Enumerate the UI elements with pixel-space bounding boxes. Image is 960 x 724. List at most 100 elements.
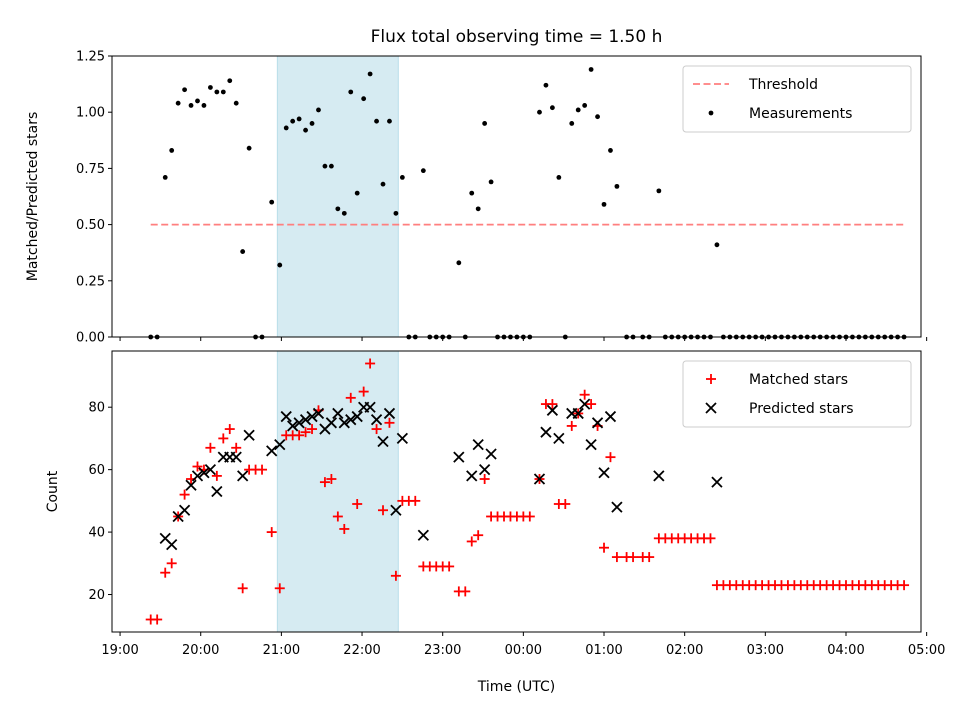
top-axes-frame — [111, 55, 922, 338]
matched-star-marker — [352, 498, 363, 509]
matched-star-marker — [152, 614, 163, 625]
top-legend: Threshold Measurements — [682, 65, 912, 133]
x-tick-label: 19:00 — [101, 643, 138, 658]
x-tick-label: 00:00 — [505, 643, 542, 658]
matched-star-marker — [237, 583, 248, 594]
measurement-point — [175, 100, 181, 106]
y-tick-label: 0.00 — [76, 331, 105, 346]
matched-star-marker — [166, 558, 177, 569]
measurement-point — [233, 100, 239, 106]
matched-star-marker — [307, 424, 318, 435]
predicted-star-marker — [185, 479, 197, 491]
measurement-point — [420, 168, 426, 174]
predicted-star-marker — [312, 407, 325, 420]
predicted-star-marker — [572, 407, 584, 420]
matched-star-marker — [274, 583, 285, 594]
measurement-point — [269, 199, 275, 205]
measurement-point — [614, 183, 620, 189]
matched-star-marker — [547, 399, 558, 410]
bottom-series-layer — [145, 358, 910, 625]
matched-star-marker — [371, 424, 382, 435]
y-tick-label: 0.75 — [76, 162, 105, 177]
matched-star-marker — [611, 552, 622, 563]
legend-label: Measurements — [749, 106, 852, 122]
x-tick-label: 03:00 — [747, 643, 784, 658]
measurement-point — [162, 174, 168, 180]
measurement-point — [220, 89, 226, 95]
predicted-star-marker — [377, 435, 389, 448]
matched-star-marker — [378, 505, 389, 516]
measurement-point — [227, 78, 233, 84]
matched-star-marker — [410, 495, 421, 506]
matched-star-marker — [479, 474, 490, 485]
predicted-star-marker — [306, 410, 318, 423]
matched-star-marker — [466, 536, 477, 547]
matched-star-marker — [899, 580, 910, 591]
matched-star-marker — [179, 489, 190, 500]
x-tick-label: 02:00 — [666, 643, 703, 658]
predicted-star-marker — [237, 470, 249, 482]
matched-star-marker — [319, 477, 330, 488]
predicted-star-marker — [166, 538, 178, 551]
measurement-point — [335, 206, 341, 212]
matched-star-marker — [160, 567, 171, 578]
bottom-axes-frame — [111, 350, 922, 633]
measurement-point — [575, 107, 581, 113]
measurement-point — [283, 125, 289, 131]
predicted-star-marker — [280, 410, 292, 423]
predicted-star-marker — [453, 451, 465, 463]
matched-star-marker — [218, 433, 229, 444]
measurement-point — [488, 179, 494, 185]
predicted-star-marker — [370, 414, 383, 426]
x-tick-label: 20:00 — [182, 643, 219, 658]
measurement-point — [246, 145, 252, 151]
x-tick-label: 05:00 — [908, 643, 945, 658]
measurement-point — [361, 96, 367, 102]
matched-star-marker — [300, 427, 311, 438]
measurement-point — [601, 201, 607, 207]
predicted-star-marker — [338, 417, 350, 429]
matched-star-marker — [473, 530, 484, 541]
measurement-point — [348, 89, 354, 95]
predicted-star-marker — [579, 398, 591, 410]
predicted-star-marker — [211, 485, 223, 498]
matched-star-marker — [644, 552, 655, 563]
predicted-star-marker — [364, 401, 376, 413]
predicted-star-marker — [598, 467, 610, 479]
predicted-star-marker — [390, 504, 402, 516]
chart-title: Flux total observing time = 1.50 h — [371, 27, 663, 47]
measurement-point — [482, 121, 488, 126]
predicted-star-marker — [604, 410, 617, 423]
measurement-point — [549, 105, 555, 111]
legend-predicted-swatch — [705, 402, 717, 414]
measurement-point — [201, 103, 207, 108]
measurement-point — [296, 116, 302, 122]
predicted-star-marker — [198, 467, 210, 479]
predicted-star-marker — [540, 426, 552, 438]
legend-label: Matched stars — [749, 372, 848, 388]
predicted-star-marker — [546, 404, 559, 416]
matched-star-marker — [628, 552, 639, 563]
predicted-star-marker — [230, 451, 242, 463]
measurement-point — [240, 249, 246, 254]
y-tick-label: 40 — [88, 526, 105, 541]
matched-star-marker — [332, 511, 343, 522]
matched-star-marker — [339, 523, 350, 534]
measurement-point — [309, 121, 315, 126]
predicted-star-marker — [345, 414, 357, 426]
predicted-star-marker — [396, 432, 409, 445]
measurement-point — [543, 82, 549, 88]
x-tick-label: 21:00 — [263, 643, 300, 658]
predicted-star-marker — [325, 417, 338, 429]
measurement-point — [214, 89, 220, 95]
measurement-point — [208, 85, 213, 90]
measurement-point — [195, 98, 200, 104]
top-x-ticks — [119, 337, 928, 341]
predicted-star-marker — [417, 529, 429, 541]
predicted-star-marker — [653, 470, 665, 482]
measurement-point — [656, 188, 662, 194]
matched-star-marker — [444, 561, 455, 572]
matched-star-marker — [460, 586, 471, 597]
measurement-point — [393, 210, 399, 216]
